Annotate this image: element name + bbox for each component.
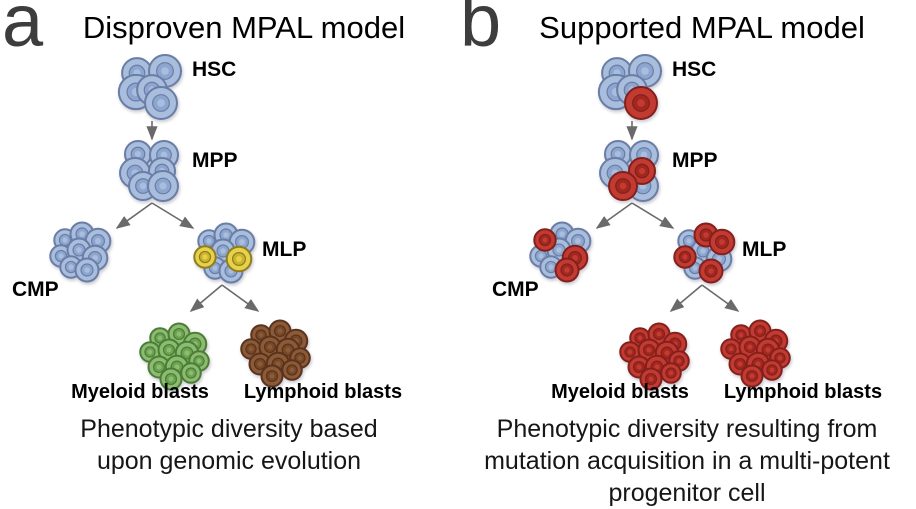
mlp-cluster [673, 222, 736, 284]
myeloid-blasts-cluster [139, 322, 210, 391]
hsc-cluster [117, 54, 182, 120]
panel-b: b Supported MPAL model [458, 0, 916, 507]
myeloid-blasts-label: Myeloid blasts [551, 381, 689, 403]
panel-letter-b: b [460, 0, 502, 62]
cmp-cluster [529, 221, 592, 283]
cmp-label: CMP [12, 278, 59, 301]
panel-letter-a: a [2, 0, 44, 62]
arrow-mlp-myeloid [189, 284, 223, 313]
mpp-label: MPP [672, 149, 718, 172]
mlp-label: MLP [262, 238, 307, 261]
caption-a-line1: Phenotypic diversity based [80, 415, 378, 443]
arrow-mpp-mlp [631, 202, 675, 229]
mlp-label: MLP [742, 238, 787, 261]
myeloid-blasts-cluster [619, 322, 690, 391]
cmp-cluster [49, 221, 112, 283]
arrows-b [595, 121, 740, 313]
myeloid-blasts-label: Myeloid blasts [71, 381, 209, 403]
hsc-cluster [597, 54, 662, 120]
arrow-mlp-myeloid [669, 284, 703, 313]
mlp-cluster [193, 222, 256, 284]
arrow-mlp-lymphoid [221, 284, 260, 312]
arrow-mpp-cmp [595, 202, 633, 229]
caption-b-line2: mutation acquisition in a multi-potent [484, 447, 890, 475]
caption-b-line1: Phenotypic diversity resulting from [496, 415, 878, 443]
mpp-label: MPP [192, 149, 238, 172]
arrow-mpp-mlp [151, 202, 195, 229]
hsc-label: HSC [672, 58, 717, 81]
lymphoid-blasts-label: Lymphoid blasts [723, 381, 883, 403]
lineage-diagram-a: HSC MPP CMP MLP Myeloid blasts Lymphoid … [0, 0, 458, 505]
lymphoid-blasts-label: Lymphoid blasts [243, 381, 403, 403]
arrow-mlp-lymphoid [701, 284, 740, 312]
caption-b: Phenotypic diversity resulting from muta… [452, 413, 916, 509]
mpp-cluster [119, 139, 179, 202]
hsc-label: HSC [192, 58, 237, 81]
lineage-diagram-b: HSC MPP CMP MLP Myeloid blasts Lymphoid … [480, 0, 916, 505]
lineage-tree-a [49, 54, 311, 391]
arrow-mpp-cmp [115, 202, 153, 229]
caption-a-line2: upon genomic evolution [96, 447, 362, 475]
panel-a: a Disproven MPAL model [0, 0, 458, 505]
lymphoid-blasts-cluster [240, 319, 311, 388]
cmp-label: CMP [492, 278, 539, 301]
panel-title-b: Supported MPAL model [539, 10, 865, 45]
lineage-tree-b [529, 54, 791, 391]
caption-a: Phenotypic diversity based upon genomic … [0, 413, 464, 477]
arrows-a [115, 121, 260, 313]
lymphoid-blasts-cluster [720, 319, 791, 388]
mpp-cluster [599, 139, 659, 202]
panel-title-a: Disproven MPAL model [82, 10, 406, 45]
caption-b-line3: progenitor cell [608, 479, 766, 507]
